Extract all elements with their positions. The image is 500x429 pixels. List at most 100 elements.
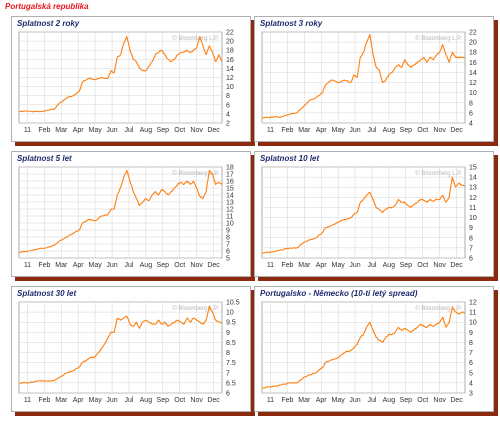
y-tick-label: 10 — [469, 320, 477, 327]
y-tick-label: 15 — [469, 165, 477, 172]
x-tick-label: 11 — [24, 262, 31, 269]
y-tick-label: 4 — [469, 121, 473, 128]
chart-panel-3y: Splatnost 3 roky 4 6 8 10 12 14 16 18 20 22 11 Feb M… — [254, 16, 494, 142]
x-tick-label: 11 — [267, 262, 274, 269]
x-tick-label: 11 — [267, 127, 274, 134]
y-tick-label: 8.5 — [226, 340, 236, 347]
x-tick-label: Nov — [433, 397, 446, 404]
x-tick-label: Aug — [383, 397, 396, 404]
x-tick-label: Sep — [157, 397, 170, 404]
x-tick-label: Sep — [157, 127, 170, 134]
x-tick-label: Aug — [140, 397, 153, 404]
x-tick-label: 11 — [24, 127, 31, 134]
y-tick-label: 9 — [226, 228, 230, 235]
x-tick-label: Jul — [124, 262, 133, 269]
x-tick-label: Dec — [207, 127, 220, 134]
x-tick-label: Oct — [417, 397, 428, 404]
y-tick-label: 14 — [226, 66, 234, 73]
x-tick-label: Aug — [140, 262, 153, 269]
chart-title: Splatnost 10 let — [260, 154, 320, 163]
y-tick-label: 4 — [226, 111, 230, 118]
y-tick-label: 20 — [226, 39, 234, 46]
x-tick-label: Oct — [174, 127, 185, 134]
x-tick-label: Apr — [73, 397, 85, 404]
plot-area — [261, 31, 466, 124]
y-tick-label: 22 — [226, 30, 234, 37]
x-tick-label: May — [332, 127, 346, 134]
y-tick-label: 3 — [469, 391, 473, 398]
plot-area — [18, 166, 223, 259]
chart-svg: 6 6.5 7 7.5 8 8.5 9 9.5 10 10.5 11 Feb Mar Apr May Jun J… — [18, 300, 240, 404]
x-tick-label: Apr — [73, 127, 85, 134]
y-tick-label: 8 — [469, 100, 473, 107]
y-tick-label: 10 — [226, 221, 234, 228]
x-tick-label: Oct — [174, 262, 185, 269]
x-tick-label: Jun — [106, 397, 117, 404]
y-tick-label: 5 — [226, 256, 230, 263]
x-tick-label: Oct — [417, 127, 428, 134]
y-tick-label: 6 — [226, 391, 230, 398]
x-tick-label: Nov — [190, 397, 203, 404]
watermark: © Bloomberg L.P. — [415, 305, 462, 312]
x-tick-label: Jun — [349, 397, 360, 404]
chart-title: Splatnost 2 roky — [17, 19, 80, 28]
x-tick-label: Feb — [281, 127, 293, 134]
x-tick-label: Oct — [174, 397, 185, 404]
y-tick-label: 10 — [469, 215, 477, 222]
y-tick-label: 18 — [469, 50, 477, 57]
chart-panel-5y: Splatnost 5 let 5 6 7 8 9 10 11 12 13 14 15 16 17 18 1… — [11, 151, 251, 277]
y-tick-label: 9.5 — [226, 320, 236, 327]
y-tick-label: 10 — [226, 310, 234, 317]
watermark: © Bloomberg L.P. — [415, 170, 462, 177]
y-tick-label: 2 — [226, 121, 230, 128]
watermark: © Bloomberg L.P. — [172, 305, 219, 312]
series-line — [18, 36, 223, 113]
x-tick-label: Aug — [383, 262, 396, 269]
y-tick-label: 7 — [469, 350, 473, 357]
y-tick-label: 10 — [226, 84, 234, 91]
y-tick-label: 11 — [226, 214, 233, 221]
x-tick-label: May — [332, 397, 346, 404]
plot-area — [18, 301, 223, 394]
y-tick-label: 8 — [469, 235, 473, 242]
y-tick-label: 9 — [226, 330, 230, 337]
chart-panel-spread: Portugalsko - Německo (10-ti letý spread… — [254, 286, 494, 412]
y-tick-label: 17 — [226, 172, 234, 179]
x-tick-label: Jun — [106, 262, 117, 269]
y-tick-label: 11 — [469, 205, 476, 212]
x-tick-label: Jun — [349, 262, 360, 269]
x-tick-label: Sep — [400, 262, 413, 269]
x-tick-label: Jul — [367, 397, 376, 404]
x-tick-label: Jul — [367, 262, 376, 269]
y-tick-label: 7 — [469, 245, 473, 252]
series-line — [18, 305, 223, 384]
y-tick-label: 8 — [469, 340, 473, 347]
y-tick-label: 14 — [469, 175, 477, 182]
y-tick-label: 6 — [226, 102, 230, 109]
x-tick-label: Nov — [433, 262, 446, 269]
y-tick-label: 12 — [469, 195, 477, 202]
x-tick-label: May — [89, 397, 103, 404]
x-tick-label: Mar — [298, 397, 311, 404]
y-tick-label: 12 — [226, 75, 234, 82]
x-tick-label: Dec — [207, 397, 220, 404]
y-tick-label: 4 — [469, 380, 473, 387]
y-tick-label: 15 — [226, 186, 234, 193]
x-tick-label: Nov — [433, 127, 446, 134]
y-tick-label: 14 — [226, 193, 234, 200]
x-tick-label: Mar — [55, 397, 68, 404]
y-tick-label: 8 — [226, 235, 230, 242]
x-tick-label: Apr — [316, 397, 328, 404]
series-line — [261, 306, 466, 389]
x-tick-label: Dec — [207, 262, 220, 269]
y-tick-label: 16 — [469, 60, 477, 67]
watermark: © Bloomberg L.P. — [172, 170, 219, 177]
x-tick-label: Apr — [316, 127, 328, 134]
chart-svg: 4 6 8 10 12 14 16 18 20 22 11 Feb Mar Apr May Jun Jul Aug… — [261, 30, 477, 134]
plot-area — [261, 301, 466, 394]
series-line — [261, 176, 466, 254]
y-tick-label: 6 — [469, 256, 473, 263]
chart-panel-10y: Splatnost 10 let 6 7 8 9 10 11 12 13 14 15 11 Feb Ma… — [254, 151, 494, 277]
x-tick-label: Apr — [316, 262, 328, 269]
